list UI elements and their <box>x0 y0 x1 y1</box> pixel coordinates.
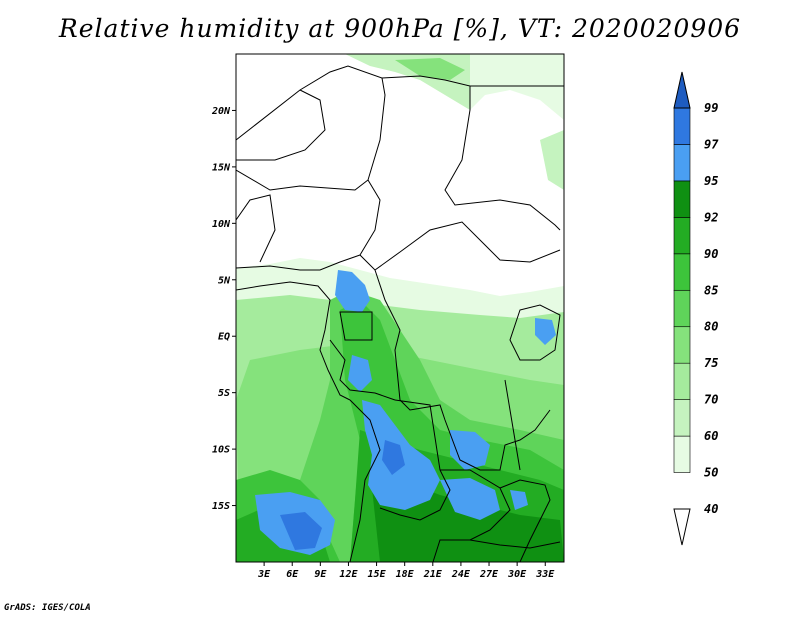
colorbar-label: 40 <box>704 502 718 516</box>
lat-tick-label: 5N <box>218 275 231 286</box>
lat-tick-label: 15N <box>212 162 231 173</box>
country-borders <box>236 65 564 562</box>
lon-tick-label: 3E <box>257 569 271 580</box>
lon-tick-label: 27E <box>479 569 499 580</box>
lon-tick-label: 6E <box>286 569 299 580</box>
lon-tick-label: 21E <box>423 569 443 580</box>
colorbar-label: 92 <box>704 210 718 224</box>
lat-tick-label: 5S <box>218 388 230 399</box>
colorbar-swatch <box>673 508 691 546</box>
colorbar-swatch <box>673 107 691 145</box>
lon-tick-label: 24E <box>451 569 471 580</box>
lon-tick-label: 9E <box>314 569 327 580</box>
humidity-map: 20N 15N 10N 5N EQ 5S 10S 15S 3E 6E 9E 12E 15E 18E 21E… <box>211 53 719 580</box>
lat-tick-label: 15S <box>212 501 230 512</box>
colorbar-label: 60 <box>704 429 718 443</box>
latitude-axis: 20N 15N 10N 5N EQ 5S 10S 15S <box>211 106 236 512</box>
colorbar-swatch <box>673 253 691 291</box>
colorbar-label: 75 <box>704 356 718 370</box>
colorbar-swatch <box>673 144 691 182</box>
lat-tick-label: 20N <box>211 106 231 117</box>
colorbar-swatch <box>673 399 691 437</box>
colorbar-label: 95 <box>704 174 718 188</box>
colorbar-swatch <box>673 289 691 328</box>
colorbar-swatch <box>673 180 691 218</box>
colorbar-swatch <box>673 326 691 364</box>
colorbar-label: 70 <box>704 393 718 407</box>
colorbar-label: 80 <box>704 320 718 334</box>
colorbar-swatch <box>673 435 691 473</box>
grads-credit: GrADS: IGES/COLA <box>4 603 91 613</box>
map-frame <box>235 53 565 563</box>
longitude-axis: 3E 6E 9E 12E 15E 18E 21E 24E 27E 30E 33E <box>257 562 555 580</box>
colorbar-label: 99 <box>704 101 718 115</box>
colorbar-swatch <box>673 217 691 255</box>
lon-tick-label: 15E <box>368 569 387 580</box>
lat-tick-label: 10S <box>212 445 230 456</box>
colorbar-swatch <box>673 71 691 109</box>
colorbar-label: 90 <box>704 247 718 261</box>
lon-tick-label: 12E <box>339 569 358 580</box>
colorbar-label: 97 <box>704 137 719 151</box>
colorbar: 40 50 60 70 75 80 85 90 92 95 97 99 <box>673 71 719 546</box>
colorbar-label: 50 <box>704 466 718 480</box>
lon-tick-label: 33E <box>535 569 555 580</box>
chart-title: Relative humidity at 900hPa [%], VT: 202… <box>58 14 742 43</box>
lon-tick-label: 30E <box>507 569 527 580</box>
colorbar-swatch <box>673 362 691 400</box>
lon-tick-label: 18E <box>396 569 415 580</box>
lat-tick-label: EQ <box>218 332 230 343</box>
lat-tick-label: 10N <box>212 219 231 230</box>
humidity-field <box>236 54 564 562</box>
colorbar-label: 85 <box>704 283 718 297</box>
